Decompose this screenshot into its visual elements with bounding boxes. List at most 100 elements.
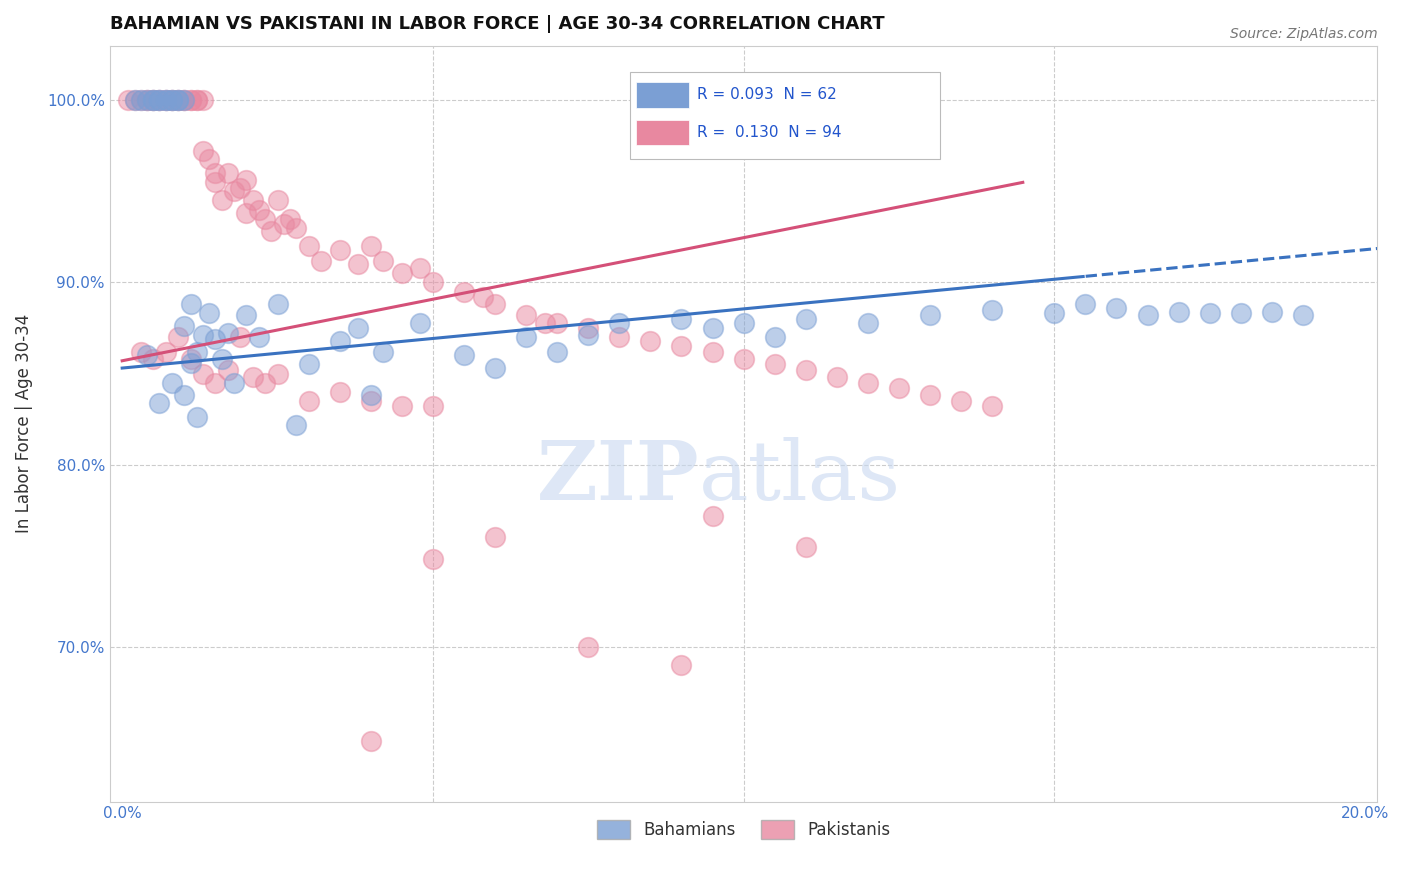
Point <box>422 552 444 566</box>
Point <box>160 93 183 107</box>
Point <box>391 400 413 414</box>
Point <box>409 260 432 275</box>
Point <box>981 302 1004 317</box>
Point <box>204 175 226 189</box>
Point <box>702 344 724 359</box>
Point <box>204 332 226 346</box>
Point <box>167 93 190 107</box>
Point <box>129 93 152 107</box>
Point <box>329 334 352 348</box>
Point <box>254 376 277 390</box>
Point <box>160 93 183 107</box>
Point <box>148 93 170 107</box>
Point <box>671 339 693 353</box>
Point <box>217 363 239 377</box>
Point <box>186 344 208 359</box>
Point <box>453 285 475 299</box>
Point <box>1292 308 1315 322</box>
Point <box>671 657 693 672</box>
Point <box>191 145 214 159</box>
Point <box>160 93 183 107</box>
Point <box>763 330 786 344</box>
Point <box>142 93 165 107</box>
Point <box>347 257 370 271</box>
Point <box>484 297 506 311</box>
Point <box>191 328 214 343</box>
Point <box>160 93 183 107</box>
Point <box>702 321 724 335</box>
Point <box>640 334 662 348</box>
Point <box>981 400 1004 414</box>
Point <box>763 358 786 372</box>
Point <box>180 351 202 366</box>
Point <box>204 376 226 390</box>
Point <box>173 93 195 107</box>
Point <box>733 316 755 330</box>
Point <box>266 367 288 381</box>
Point <box>142 93 165 107</box>
Point <box>173 388 195 402</box>
Point <box>856 376 879 390</box>
Point <box>1229 306 1251 320</box>
Point <box>733 351 755 366</box>
Point <box>136 93 159 107</box>
Point <box>191 367 214 381</box>
Point <box>235 173 257 187</box>
Text: R = 0.093  N = 62: R = 0.093 N = 62 <box>697 87 837 103</box>
FancyBboxPatch shape <box>636 82 689 108</box>
Point <box>217 166 239 180</box>
Point <box>142 93 165 107</box>
Point <box>484 361 506 376</box>
Point <box>155 93 177 107</box>
Point <box>329 384 352 399</box>
Point <box>148 93 170 107</box>
Point <box>671 311 693 326</box>
Point <box>142 93 165 107</box>
Point <box>173 319 195 334</box>
Point <box>422 400 444 414</box>
Point <box>229 180 252 194</box>
Point <box>155 93 177 107</box>
Point <box>167 93 190 107</box>
Point <box>173 93 195 107</box>
Point <box>142 351 165 366</box>
Point <box>422 276 444 290</box>
Point <box>180 297 202 311</box>
Point <box>576 321 599 335</box>
Point <box>180 356 202 370</box>
Point <box>242 370 264 384</box>
Point <box>148 93 170 107</box>
Point <box>266 297 288 311</box>
Point <box>211 351 233 366</box>
Point <box>254 211 277 226</box>
Point <box>794 540 817 554</box>
Point <box>186 93 208 107</box>
Point <box>211 194 233 208</box>
Point <box>297 358 319 372</box>
Point <box>918 388 941 402</box>
Point <box>191 93 214 107</box>
Point <box>285 220 308 235</box>
Point <box>360 239 382 253</box>
Point <box>155 344 177 359</box>
Point <box>136 93 159 107</box>
Point <box>198 152 221 166</box>
Point <box>247 202 270 217</box>
Point <box>887 381 910 395</box>
Point <box>124 93 146 107</box>
Point <box>794 363 817 377</box>
Point <box>329 243 352 257</box>
Y-axis label: In Labor Force | Age 30-34: In Labor Force | Age 30-34 <box>15 314 32 533</box>
Point <box>155 93 177 107</box>
Point <box>360 388 382 402</box>
Point <box>285 417 308 432</box>
Point <box>204 166 226 180</box>
Point <box>117 93 139 107</box>
Point <box>136 348 159 362</box>
Point <box>453 348 475 362</box>
Text: BAHAMIAN VS PAKISTANI IN LABOR FORCE | AGE 30-34 CORRELATION CHART: BAHAMIAN VS PAKISTANI IN LABOR FORCE | A… <box>110 15 884 33</box>
Point <box>180 93 202 107</box>
Point <box>546 344 568 359</box>
Point <box>360 393 382 408</box>
Point <box>273 217 295 231</box>
